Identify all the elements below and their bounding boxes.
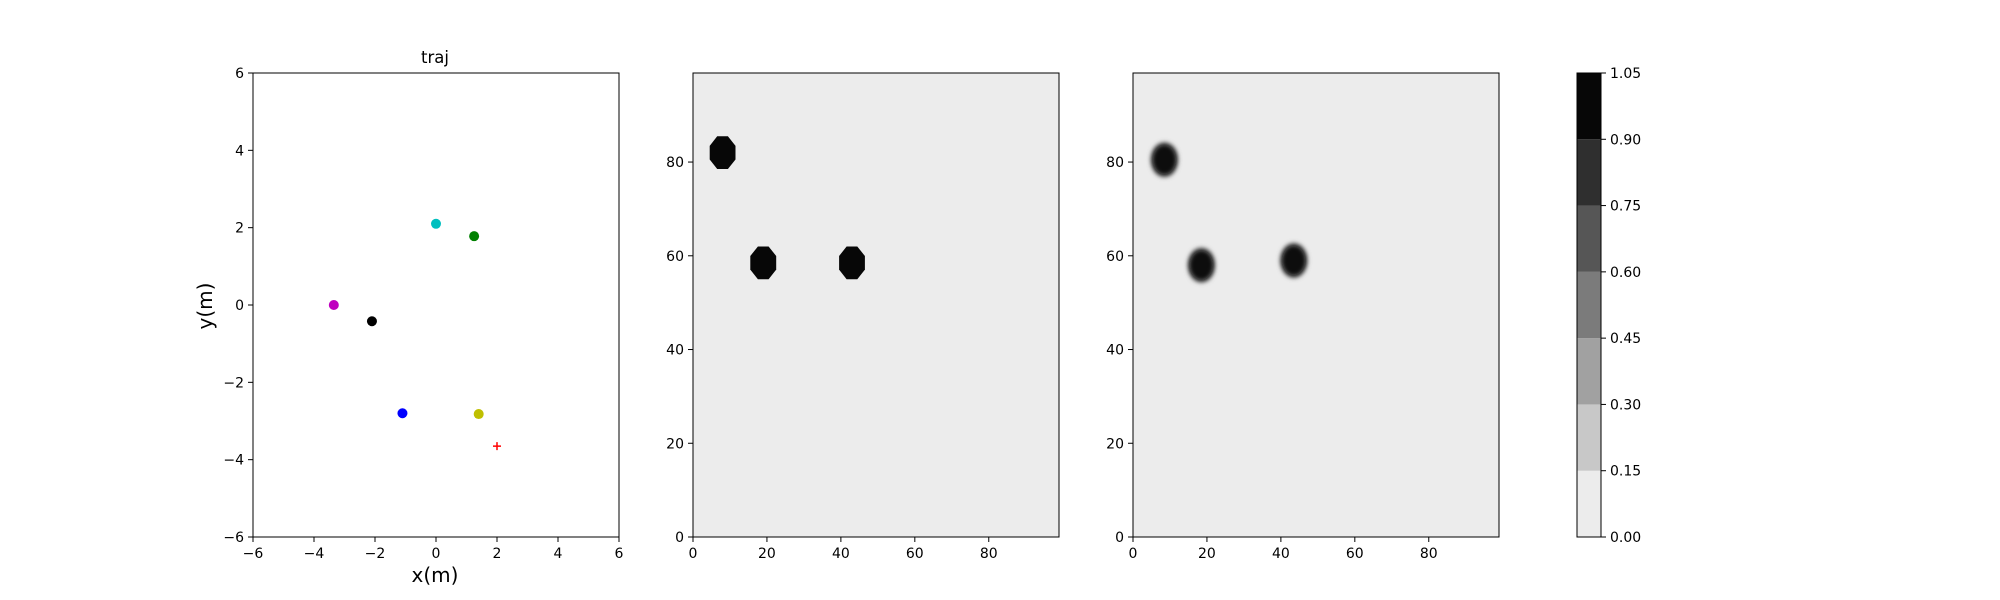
obstacle-blob — [1189, 250, 1214, 281]
colorbar-tick-label: 1.05 — [1610, 66, 1641, 82]
y-tick-label: 80 — [1106, 155, 1124, 171]
y-tick-label: 6 — [235, 66, 244, 82]
colorbar-tick-label: 0.30 — [1610, 397, 1641, 413]
obstacle-blob — [839, 246, 865, 280]
x-tick-label: −2 — [365, 546, 386, 562]
x-tick-label: 4 — [554, 546, 563, 562]
map-background — [693, 73, 1059, 537]
colorbar-band — [1577, 271, 1601, 339]
trajectory-point — [366, 316, 377, 327]
y-tick-label: 40 — [666, 343, 684, 359]
colorbar-bands — [1577, 73, 1601, 537]
obstacle-blob — [709, 136, 736, 169]
trajectory-title: traj — [421, 48, 449, 67]
colorbar-band — [1577, 404, 1601, 471]
y-tick-label: −2 — [223, 375, 244, 391]
trajectory-y-axis-label: y(m) — [193, 283, 217, 330]
trajectory-point — [473, 409, 484, 420]
x-tick-label: −4 — [304, 546, 325, 562]
colorbar-band — [1577, 338, 1601, 405]
colorbar-tick-label: 0.60 — [1610, 265, 1641, 281]
trajectory-ticks: −6 −4 −2 0 2 4 6 −6 −4 −2 0 2 4 6 — [223, 66, 623, 562]
x-tick-label: 20 — [758, 546, 776, 562]
colorbar-ticks: 0.00 0.15 0.30 0.45 0.60 0.75 0.90 1.05 — [1601, 66, 1641, 546]
occupancy-map-panel-1: 0 20 40 60 80 0 20 40 60 80 — [666, 72, 1060, 562]
y-tick-label: 0 — [675, 530, 684, 546]
occupancy-map-2-ticks: 0 20 40 60 80 0 20 40 60 80 — [1106, 155, 1437, 562]
y-tick-label: 60 — [1106, 249, 1124, 265]
colorbar-band — [1577, 139, 1601, 206]
occupancy-map-2-image — [1133, 73, 1499, 537]
y-tick-label: 80 — [666, 155, 684, 171]
occupancy-map-1-ticks: 0 20 40 60 80 0 20 40 60 80 — [666, 155, 997, 562]
colorbar-band — [1577, 205, 1601, 272]
x-tick-label: 60 — [1346, 546, 1364, 562]
occupancy-map-1-axes-frame — [692, 72, 1060, 538]
trajectory-axes-frame — [252, 72, 620, 538]
trajectory-point — [469, 231, 480, 242]
x-tick-label: 60 — [906, 546, 924, 562]
x-tick-label: 2 — [493, 546, 502, 562]
trajectory-points — [328, 218, 501, 451]
goal-marker — [493, 442, 501, 451]
x-tick-label: 40 — [1272, 546, 1290, 562]
occupancy-map-panel-2: 0 20 40 60 80 0 20 40 60 80 — [1106, 72, 1500, 562]
occupancy-map-2-axes-frame — [1132, 72, 1500, 538]
trajectory-x-axis-label: x(m) — [412, 563, 459, 587]
y-tick-label: −4 — [223, 453, 244, 469]
x-tick-label: 20 — [1198, 546, 1216, 562]
y-tick-label: 2 — [235, 221, 244, 237]
colorbar-tick-label: 0.00 — [1610, 530, 1641, 546]
colorbar-tick-label: 0.75 — [1610, 199, 1641, 215]
x-tick-label: 80 — [1420, 546, 1438, 562]
y-tick-label: 0 — [1115, 530, 1124, 546]
colorbar-tick-label: 0.90 — [1610, 132, 1641, 148]
x-tick-label: 0 — [1129, 546, 1138, 562]
x-tick-label: 40 — [832, 546, 850, 562]
obstacle-blob — [1282, 245, 1306, 276]
x-tick-label: 80 — [980, 546, 998, 562]
x-tick-label: 6 — [615, 546, 624, 562]
y-tick-label: 20 — [666, 436, 684, 452]
colorbar-frame — [1576, 72, 1602, 538]
x-tick-label: 0 — [689, 546, 698, 562]
trajectory-point — [431, 218, 441, 229]
y-tick-label: 40 — [1106, 343, 1124, 359]
x-tick-label: 0 — [432, 546, 441, 562]
y-tick-label: 0 — [235, 298, 244, 314]
colorbar-band — [1577, 73, 1601, 140]
map-background — [1133, 73, 1499, 537]
y-tick-label: −6 — [223, 530, 244, 546]
colorbar-tick-label: 0.15 — [1610, 464, 1641, 480]
colorbar: 0.00 0.15 0.30 0.45 0.60 0.75 0.90 1.05 — [1576, 66, 1641, 546]
x-tick-label: −6 — [243, 546, 264, 562]
obstacle-blob — [1152, 144, 1177, 175]
y-tick-label: 20 — [1106, 436, 1124, 452]
colorbar-band — [1577, 470, 1601, 537]
obstacle-blob — [750, 246, 777, 280]
occupancy-map-1-image — [693, 73, 1059, 537]
colorbar-tick-label: 0.45 — [1610, 331, 1641, 347]
y-tick-label: 4 — [235, 143, 244, 159]
trajectory-point — [397, 408, 408, 419]
trajectory-point — [328, 300, 339, 310]
trajectory-panel: traj x(m) y(m) −6 −4 −2 0 2 4 6 −6 −4 −2 0 2 4 6 — [193, 48, 624, 587]
y-tick-label: 60 — [666, 249, 684, 265]
